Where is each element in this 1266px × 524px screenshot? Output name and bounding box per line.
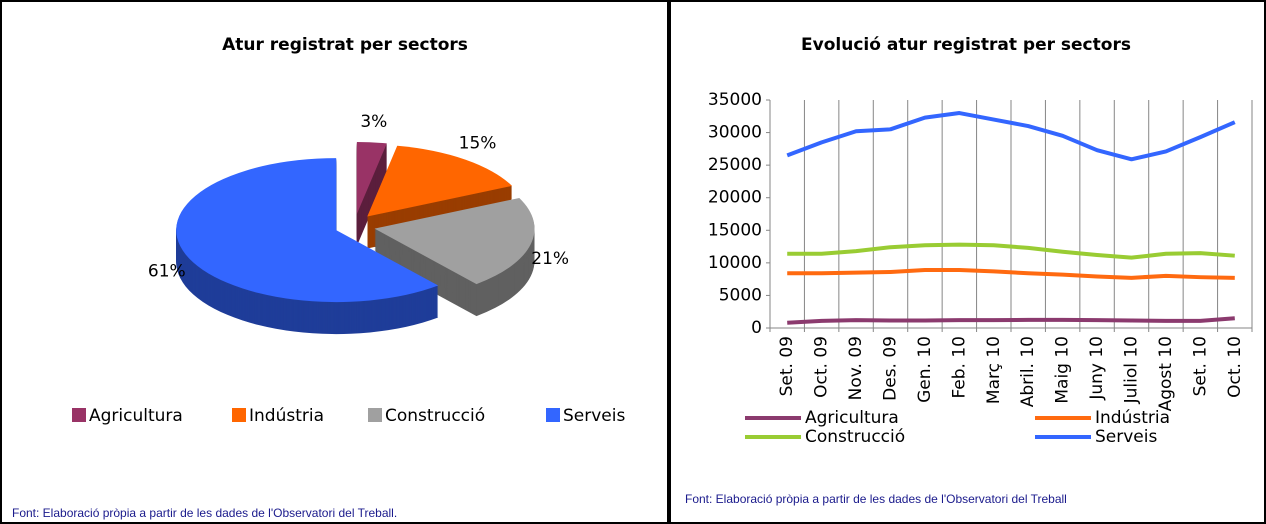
- legend-swatch: [232, 408, 246, 422]
- x-tick-label: Oct. 09: [812, 336, 832, 398]
- y-tick-label: 0: [751, 318, 762, 338]
- legend-label: Agricultura: [89, 406, 183, 426]
- legend-label: Construcció: [385, 406, 485, 426]
- x-tick-label: Set. 10: [1190, 336, 1210, 396]
- x-tick-label: Nov. 09: [846, 336, 866, 400]
- x-tick-label: Des. 09: [881, 336, 901, 401]
- divider: [667, 0, 671, 524]
- pie-slice: [176, 158, 439, 303]
- y-tick-label: 30000: [708, 123, 762, 143]
- x-tick-label: Juliol 10: [1122, 336, 1142, 404]
- series-line: [787, 316, 1235, 325]
- x-tick-label: Oct. 10: [1225, 336, 1245, 398]
- x-tick-label: Març 10: [984, 336, 1004, 404]
- data-label: 61%: [148, 261, 186, 281]
- pie-slice: [374, 197, 535, 285]
- x-tick-label: Maig 10: [1053, 336, 1073, 404]
- pie-title: Atur registrat per sectors: [222, 35, 468, 55]
- line-title: Evolució atur registrat per sectors: [801, 35, 1131, 55]
- x-tick-label: Feb. 10: [949, 336, 969, 399]
- legend-swatch: [368, 408, 382, 422]
- y-tick-label: 10000: [708, 253, 762, 273]
- y-tick-label: 5000: [719, 285, 762, 305]
- y-tick-label: 35000: [708, 90, 762, 110]
- pie-slice: [356, 142, 387, 215]
- x-tick-label: Juny 10: [1087, 336, 1107, 401]
- x-tick-label: Agost 10: [1156, 336, 1176, 411]
- legend-swatch: [546, 408, 560, 422]
- legend-label: Construcció: [805, 427, 905, 447]
- pie-slice: [367, 145, 513, 217]
- legend-label: Indústria: [1095, 408, 1170, 428]
- footnote: Font: Elaboració pròpia a partir de les …: [685, 492, 1067, 506]
- x-tick-label: Set. 09: [777, 336, 797, 396]
- legend-swatch: [72, 408, 86, 422]
- legend-label: Serveis: [1095, 427, 1157, 447]
- legend-label: Serveis: [563, 406, 625, 426]
- series-line: [787, 268, 1235, 280]
- series-line: [787, 242, 1235, 260]
- x-tick-label: Abril. 10: [1018, 336, 1038, 407]
- legend-label: Indústria: [249, 406, 324, 426]
- data-label: 15%: [459, 134, 497, 154]
- y-tick-label: 15000: [708, 220, 762, 240]
- x-tick-label: Gen. 10: [915, 336, 935, 403]
- y-tick-label: 25000: [708, 155, 762, 175]
- footnote: Font: Elaboració pròpia a partir de les …: [12, 506, 397, 520]
- legend-label: Agricultura: [805, 408, 899, 428]
- series-line: [786, 111, 1236, 162]
- data-label: 21%: [531, 249, 569, 269]
- y-tick-label: 20000: [708, 188, 762, 208]
- data-label: 3%: [360, 112, 387, 132]
